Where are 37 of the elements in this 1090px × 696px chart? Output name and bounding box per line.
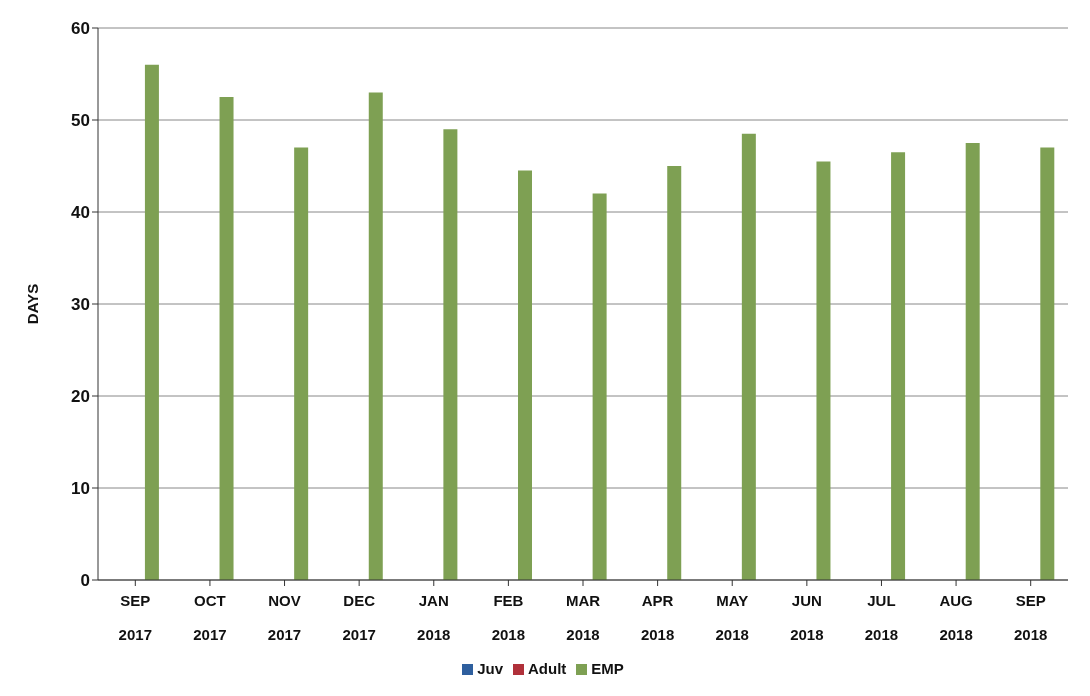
y-axis-title: DAYS	[24, 283, 42, 325]
bar	[891, 152, 906, 580]
x-tick-label: OCT 2017	[193, 592, 227, 643]
legend-label: Juv	[477, 660, 503, 677]
bar	[219, 97, 234, 580]
legend-label: EMP	[591, 660, 624, 677]
x-tick-label: MAY 2018	[715, 592, 749, 643]
x-tick-label: DEC 2017	[342, 592, 376, 643]
bar	[1040, 147, 1055, 580]
bar	[816, 161, 831, 580]
x-tick-label: FEB 2018	[491, 592, 526, 643]
bar	[144, 64, 159, 580]
x-tick-label: JUN 2018	[790, 592, 824, 643]
bar	[965, 143, 980, 580]
y-tick-label: 30	[71, 295, 90, 315]
bar	[741, 133, 756, 580]
x-tick-label: AUG 2018	[939, 592, 973, 643]
bar	[667, 166, 682, 580]
y-tick-label: 0	[80, 571, 90, 591]
legend-label: Adult	[528, 660, 567, 677]
y-tick-label: 20	[71, 387, 90, 407]
y-tick-label: 50	[71, 111, 90, 131]
y-tick-label: 60	[71, 19, 90, 39]
bar	[518, 170, 532, 580]
x-tick-label: SEP 2018	[1014, 592, 1048, 643]
x-tick-label: NOV 2017	[267, 592, 302, 643]
x-tick-label: MAR 2018	[565, 592, 601, 643]
x-tick-label: APR 2018	[640, 592, 675, 643]
y-tick-label: 40	[71, 203, 90, 223]
bar	[368, 92, 383, 580]
x-tick-label: JUL 2018	[864, 592, 899, 643]
bar	[294, 147, 309, 580]
bar	[592, 193, 607, 580]
x-tick-label: JAN 2018	[417, 592, 451, 643]
y-tick-label: 10	[71, 479, 90, 499]
bar	[443, 129, 458, 580]
x-tick-label: SEP 2017	[118, 592, 152, 643]
